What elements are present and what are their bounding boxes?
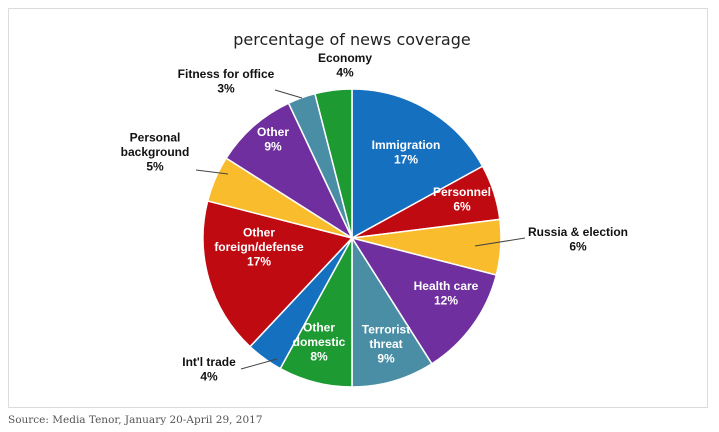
pie-slice-health-care	[350, 236, 498, 365]
slice-label-economy: Economy 4%	[318, 51, 372, 80]
chart-title: percentage of news coverage	[233, 30, 470, 49]
leader-line-fitness-for-office	[274, 89, 303, 99]
leader-line-personal-background	[195, 169, 229, 175]
slice-label-personal-background: Personal background 5%	[121, 131, 190, 174]
slice-label-other: Other 9%	[257, 125, 289, 154]
leader-line-int-l-trade	[240, 358, 278, 370]
pie-slice-economy	[314, 88, 353, 239]
pie-slice-terrorist-threat	[351, 235, 433, 388]
pie-slice-other-foreign-defense	[202, 200, 354, 348]
slice-labels: Immigration 17% Personnel 6% Russia & electi…	[121, 51, 628, 384]
leader-lines	[195, 89, 526, 370]
pie-slices	[202, 88, 502, 388]
slice-label-russia-election: Russia & election 6%	[528, 225, 628, 254]
pie-chart: percentage of news coverage Immigration 1…	[121, 30, 628, 388]
slice-label-terrorist-threat: Terrorist threat 9%	[362, 323, 410, 366]
pie-slice-other	[225, 102, 354, 241]
slice-label-other-foreign-defense: Other foreign/defense 17%	[214, 226, 304, 269]
slice-label-int-l-trade: Int'l trade 4%	[182, 355, 236, 384]
slice-label-fitness-for-office: Fitness for office 3%	[178, 67, 275, 96]
source-note: Source: Media Tenor, January 20-April 29…	[8, 414, 263, 426]
pie-slice-immigration	[351, 88, 484, 240]
slice-label-personnel: Personnel 6%	[433, 185, 491, 214]
slice-label-immigration: Immigration 17%	[372, 138, 441, 167]
slice-label-health-care: Health care 12%	[414, 279, 479, 308]
leader-line-russia-election	[474, 237, 526, 247]
slice-label-other-domestic: Other domestic 8%	[293, 321, 346, 364]
